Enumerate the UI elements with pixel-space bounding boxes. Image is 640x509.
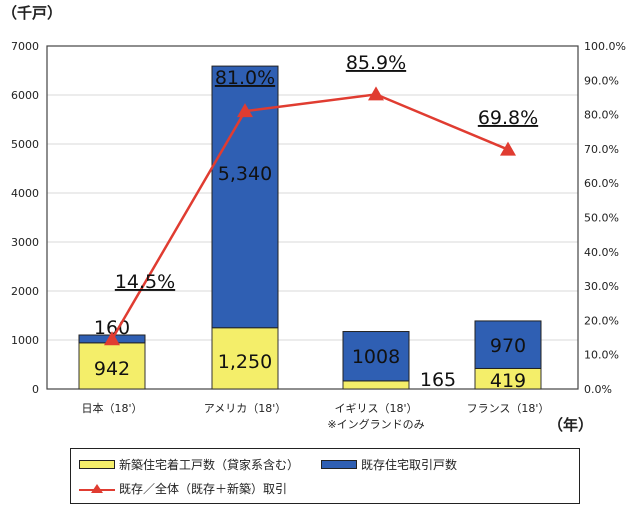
x-category-label: フランス（18'）: [467, 402, 550, 415]
data-label-ratio: 81.0%: [215, 67, 275, 89]
ratio-marker-triangle: [500, 141, 516, 156]
ratio-marker-triangle: [104, 331, 120, 346]
x-category-note: ※イングランドのみ: [327, 417, 424, 431]
y-tick-label: 4000: [11, 187, 39, 200]
y-tick-label: 0: [32, 383, 39, 396]
y2-tick-label: 50.0%: [584, 212, 619, 225]
legend-swatch-existing: [321, 460, 357, 469]
y-tick-label: 6000: [11, 89, 39, 102]
data-label-ratio: 85.9%: [346, 52, 406, 74]
bar-new-construction: [342, 380, 410, 390]
data-label-new: 165: [420, 369, 456, 391]
y2-tick-label: 0.0%: [584, 383, 612, 396]
legend-item-existing: 既存住宅取引戸数: [321, 456, 457, 473]
y2-tick-label: 70.0%: [584, 143, 619, 156]
legend-label-ratio: 既存／全体（既存＋新築）取引: [119, 482, 288, 496]
y-tick-label: 5000: [11, 138, 39, 151]
legend-item-ratio: 既存／全体（既存＋新築）取引: [79, 480, 287, 497]
x-category-label: 日本（18'）: [81, 401, 142, 415]
data-label-ratio: 14.5%: [115, 271, 175, 293]
bar-existing-transactions: [211, 65, 279, 329]
plot-area: [46, 45, 579, 390]
legend-line-triangle-icon: [79, 483, 115, 493]
data-label-new: 419: [490, 370, 526, 392]
data-label-existing: 1008: [352, 346, 400, 368]
y2-tick-label: 40.0%: [584, 246, 619, 259]
data-label-new: 942: [94, 358, 130, 380]
y2-tick-label: 90.0%: [584, 74, 619, 87]
legend-label-new: 新築住宅着工戸数（貸家系含む）: [119, 458, 300, 472]
y2-tick-label: 30.0%: [584, 280, 619, 293]
y2-tick-label: 80.0%: [584, 109, 619, 122]
y-tick-label: 3000: [11, 236, 39, 249]
x-axis-unit: （年）: [548, 416, 593, 434]
x-category-label: アメリカ（18'）: [204, 402, 286, 415]
y-axis-unit: （千戸）: [2, 4, 62, 22]
legend-item-new: 新築住宅着工戸数（貸家系含む）: [79, 456, 299, 473]
legend-swatch-new: [79, 460, 115, 469]
y-tick-label: 2000: [11, 285, 39, 298]
y2-tick-label: 100.0%: [584, 40, 626, 53]
bar-new-construction: [78, 342, 146, 390]
y2-tick-label: 10.0%: [584, 349, 619, 362]
data-label-ratio: 69.8%: [478, 107, 538, 129]
x-category-label: イギリス（18'）: [334, 402, 417, 415]
bar-existing-transactions: [342, 331, 410, 382]
data-label-existing: 970: [490, 335, 526, 357]
ratio-marker-triangle: [368, 86, 384, 101]
data-label-existing: 5,340: [218, 163, 272, 185]
y-tick-label: 1000: [11, 334, 39, 347]
y2-tick-label: 20.0%: [584, 314, 619, 327]
y-tick-label: 7000: [11, 40, 39, 53]
bar-new-construction: [211, 327, 279, 390]
legend-label-existing: 既存住宅取引戸数: [361, 458, 458, 472]
legend: 新築住宅着工戸数（貸家系含む） 既存住宅取引戸数 既存／全体（既存＋新築）取引: [70, 448, 580, 504]
bar-existing-transactions: [474, 320, 542, 369]
ratio-marker-triangle: [237, 103, 253, 118]
data-label-new: 1,250: [218, 351, 272, 373]
y2-tick-label: 60.0%: [584, 177, 619, 190]
ratio-line: [110, 93, 509, 340]
